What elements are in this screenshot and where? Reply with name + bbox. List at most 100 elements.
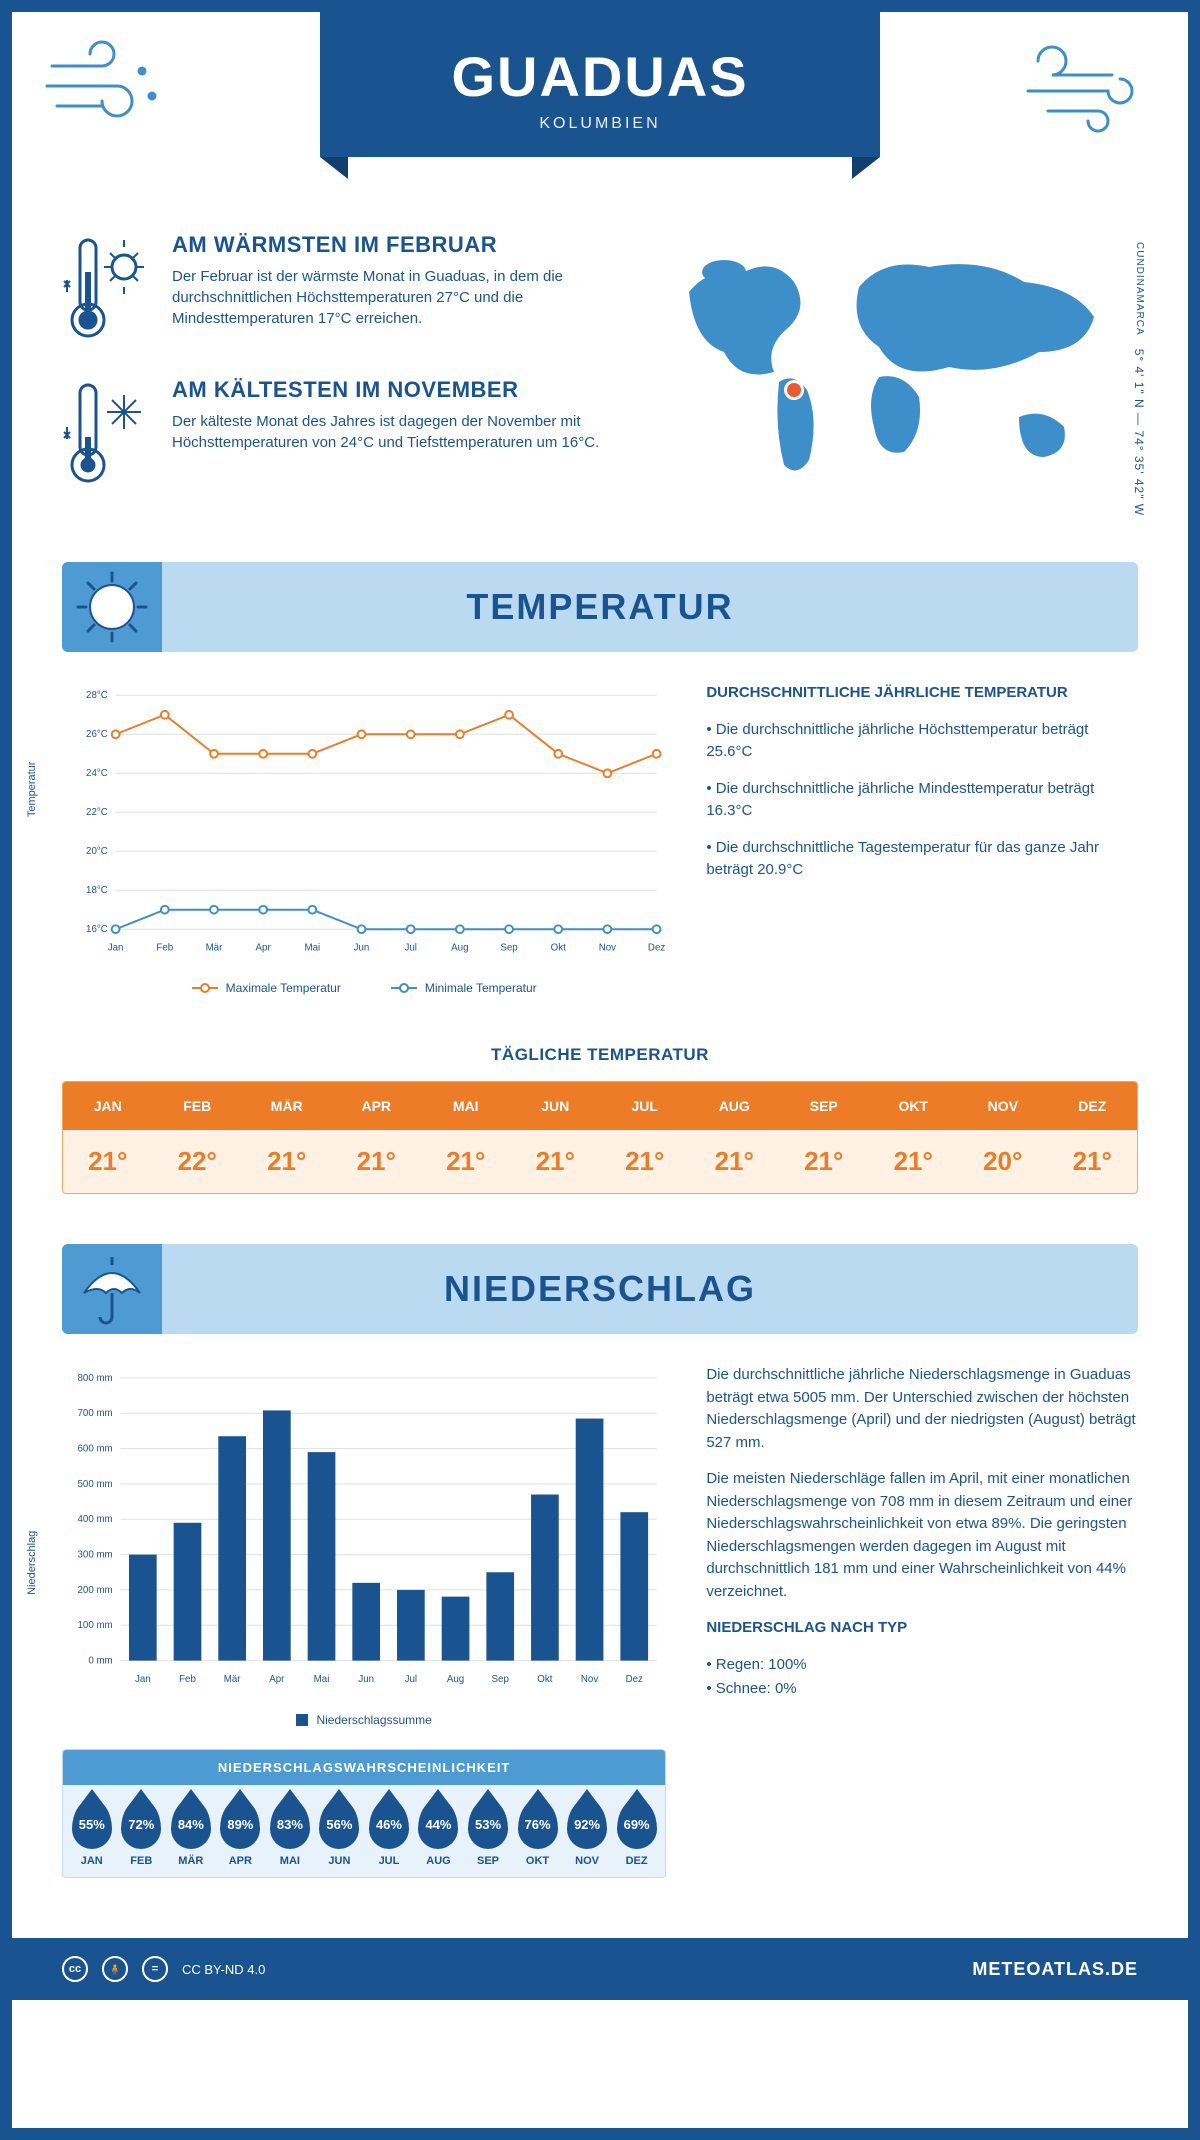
svg-text:Feb: Feb — [156, 943, 173, 954]
svg-text:Jun: Jun — [354, 943, 370, 954]
prob-month: MAI — [265, 1855, 315, 1867]
svg-text:24°C: 24°C — [86, 768, 108, 779]
daily-value: 21° — [421, 1130, 511, 1193]
drop-icon: 83% — [270, 1799, 310, 1849]
site-name: METEOATLAS.DE — [972, 1959, 1138, 1980]
prob-month: MÄR — [166, 1855, 216, 1867]
svg-text:Okt: Okt — [551, 943, 566, 954]
fact-warmest: AM WÄRMSTEN IM FEBRUAR Der Februar ist d… — [62, 232, 610, 347]
prob-cell: 69%DEZ — [612, 1799, 662, 1867]
drop-icon: 72% — [121, 1799, 161, 1849]
precipitation-chart: Niederschlag 0 mm100 mm200 mm300 mm400 m… — [62, 1364, 666, 1878]
svg-text:18°C: 18°C — [86, 885, 108, 896]
facts-text-column: AM WÄRMSTEN IM FEBRUAR Der Februar ist d… — [62, 232, 610, 522]
daily-temp-table: JANFEBMÄRAPRMAIJUNJULAUGSEPOKTNOVDEZ 21°… — [62, 1081, 1138, 1194]
prob-month: JAN — [67, 1855, 117, 1867]
svg-text:Apr: Apr — [256, 943, 272, 954]
prob-month: JUL — [364, 1855, 414, 1867]
daily-value: 22° — [153, 1130, 243, 1193]
prob-month: DEZ — [612, 1855, 662, 1867]
precipitation-row: Niederschlag 0 mm100 mm200 mm300 mm400 m… — [12, 1364, 1188, 1908]
wind-icon — [1018, 36, 1158, 136]
prob-month: AUG — [414, 1855, 464, 1867]
svg-text:22°C: 22°C — [86, 807, 108, 818]
daily-value: 21° — [600, 1130, 690, 1193]
fact-warmest-text: Der Februar ist der wärmste Monat in Gua… — [172, 266, 610, 329]
svg-text:200 mm: 200 mm — [78, 1585, 113, 1596]
fact-coldest-title: AM KÄLTESTEN IM NOVEMBER — [172, 377, 610, 403]
title-banner: GUADUAS KOLUMBIEN — [320, 12, 880, 157]
svg-text:28°C: 28°C — [86, 690, 108, 701]
svg-text:Aug: Aug — [451, 943, 468, 954]
svg-text:Jul: Jul — [405, 1674, 417, 1685]
svg-text:Jan: Jan — [135, 1674, 151, 1685]
drop-icon: 89% — [220, 1799, 260, 1849]
temperature-bar: TEMPERATUR — [62, 562, 1138, 652]
svg-text:Nov: Nov — [581, 1674, 598, 1685]
temperature-title: TEMPERATUR — [466, 586, 733, 628]
daily-month: JAN — [63, 1082, 153, 1130]
daily-month: JUN — [511, 1082, 601, 1130]
daily-value: 21° — [511, 1130, 601, 1193]
drop-icon: 46% — [369, 1799, 409, 1849]
svg-text:20°C: 20°C — [86, 846, 108, 857]
precipitation-title: NIEDERSCHLAG — [444, 1268, 756, 1310]
legend-max: Maximale Temperatur — [226, 981, 341, 995]
drop-icon: 56% — [319, 1799, 359, 1849]
svg-text:Feb: Feb — [179, 1674, 196, 1685]
drop-icon: 76% — [518, 1799, 558, 1849]
svg-text:Mär: Mär — [206, 943, 224, 954]
svg-text:100 mm: 100 mm — [78, 1620, 113, 1631]
svg-text:Nov: Nov — [599, 943, 616, 954]
daily-value: 21° — [242, 1130, 332, 1193]
prob-cell: 76%OKT — [513, 1799, 563, 1867]
precip-probability: NIEDERSCHLAGSWAHRSCHEINLICHKEIT 55%JAN72… — [62, 1749, 666, 1878]
prob-cell: 55% JAN — [67, 1799, 117, 1867]
daily-value: 21° — [332, 1130, 422, 1193]
sun-icon — [62, 562, 162, 652]
prob-month: SEP — [463, 1855, 513, 1867]
umbrella-icon — [62, 1244, 162, 1334]
temperature-chart: Temperatur 16°C18°C20°C22°C24°C26°C28°CJ… — [62, 682, 666, 995]
prob-month: FEB — [117, 1855, 167, 1867]
daily-month: MÄR — [242, 1082, 332, 1130]
temperature-summary-title: DURCHSCHNITTLICHE JÄHRLICHE TEMPERATUR — [706, 682, 1138, 705]
thermometer-snow-icon — [62, 377, 152, 492]
drop-icon: 84% — [171, 1799, 211, 1849]
legend-precip: Niederschlagssumme — [316, 1713, 431, 1727]
svg-text:Jan: Jan — [108, 943, 124, 954]
daily-value: 21° — [690, 1130, 780, 1193]
fact-warmest-title: AM WÄRMSTEN IM FEBRUAR — [172, 232, 610, 258]
prob-cell: 46% JUL — [364, 1799, 414, 1867]
facts-section: AM WÄRMSTEN IM FEBRUAR Der Februar ist d… — [12, 202, 1188, 562]
svg-text:26°C: 26°C — [86, 729, 108, 740]
header: GUADUAS KOLUMBIEN — [12, 12, 1188, 202]
prob-cell: 83% MAI — [265, 1799, 315, 1867]
svg-text:0 mm: 0 mm — [88, 1656, 112, 1667]
prob-month: APR — [216, 1855, 266, 1867]
svg-text:300 mm: 300 mm — [78, 1550, 113, 1561]
license-text: CC BY-ND 4.0 — [182, 1962, 265, 1977]
drop-icon: 55% — [72, 1799, 112, 1849]
daily-month: SEP — [779, 1082, 869, 1130]
map-coordinates: CUNDINAMARCA 5° 4' 1" N — 74° 35' 42" W — [1132, 242, 1146, 516]
prob-title: NIEDERSCHLAGSWAHRSCHEINLICHKEIT — [63, 1750, 665, 1785]
svg-text:Mai: Mai — [304, 943, 320, 954]
daily-month: DEZ — [1048, 1082, 1138, 1130]
svg-text:Apr: Apr — [269, 1674, 285, 1685]
temperature-summary: DURCHSCHNITTLICHE JÄHRLICHE TEMPERATUR •… — [706, 682, 1138, 995]
temperature-legend: Maximale Temperatur Minimale Temperatur — [62, 981, 666, 995]
svg-text:400 mm: 400 mm — [78, 1514, 113, 1525]
svg-text:500 mm: 500 mm — [78, 1479, 113, 1490]
prob-cell: 72% FEB — [117, 1799, 167, 1867]
nd-icon: = — [142, 1956, 168, 1982]
svg-text:Jun: Jun — [358, 1674, 374, 1685]
fact-coldest-text: Der kälteste Monat des Jahres ist dagege… — [172, 411, 610, 453]
fact-coldest: AM KÄLTESTEN IM NOVEMBER Der kälteste Mo… — [62, 377, 610, 492]
svg-text:Dez: Dez — [626, 1674, 643, 1685]
by-icon: 🧍 — [102, 1956, 128, 1982]
daily-value: 21° — [779, 1130, 869, 1193]
wind-icon — [42, 36, 182, 136]
cc-icon: cc — [62, 1956, 88, 1982]
thermometer-sun-icon — [62, 232, 152, 347]
